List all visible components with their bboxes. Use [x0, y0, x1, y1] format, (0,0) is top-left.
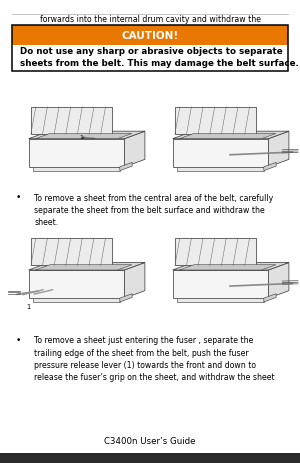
Text: To remove a sheet from the central area of the belt, carefully
separate the shee: To remove a sheet from the central area …	[34, 194, 274, 227]
Polygon shape	[175, 238, 256, 266]
Polygon shape	[177, 299, 264, 302]
Polygon shape	[28, 263, 145, 270]
Text: To remove a sheet just entering the fuser , separate the
trailing edge of the sh: To remove a sheet just entering the fuse…	[34, 336, 275, 381]
Polygon shape	[268, 263, 289, 299]
Polygon shape	[120, 163, 132, 171]
Polygon shape	[172, 132, 289, 139]
Polygon shape	[35, 265, 132, 270]
Polygon shape	[33, 299, 120, 302]
Polygon shape	[264, 163, 276, 171]
Bar	[0, 453, 300, 463]
Text: •: •	[15, 335, 21, 344]
Polygon shape	[31, 107, 112, 135]
Polygon shape	[268, 132, 289, 168]
FancyBboxPatch shape	[12, 26, 288, 45]
Polygon shape	[124, 263, 145, 299]
Text: forwards into the internal drum cavity and withdraw the
sheet.: forwards into the internal drum cavity a…	[40, 15, 262, 36]
Polygon shape	[172, 139, 268, 168]
Polygon shape	[33, 168, 120, 171]
Text: •: •	[15, 193, 21, 202]
Text: CAUTION!: CAUTION!	[122, 31, 178, 41]
Polygon shape	[177, 168, 264, 171]
Polygon shape	[172, 270, 268, 299]
Polygon shape	[120, 294, 132, 302]
Polygon shape	[28, 270, 124, 299]
Text: 1: 1	[80, 135, 83, 140]
Polygon shape	[28, 132, 145, 139]
Polygon shape	[124, 132, 145, 168]
Polygon shape	[172, 263, 289, 270]
FancyBboxPatch shape	[12, 45, 288, 72]
Polygon shape	[31, 238, 112, 266]
Polygon shape	[175, 107, 256, 135]
Text: C3400n User’s Guide: C3400n User’s Guide	[104, 437, 196, 445]
Polygon shape	[179, 134, 276, 139]
Text: 1: 1	[27, 303, 31, 309]
Text: Do not use any sharp or abrasive objects to separate
sheets from the belt. This : Do not use any sharp or abrasive objects…	[20, 47, 298, 68]
Polygon shape	[264, 294, 276, 302]
Polygon shape	[28, 139, 124, 168]
Polygon shape	[179, 265, 276, 270]
Polygon shape	[35, 134, 132, 139]
